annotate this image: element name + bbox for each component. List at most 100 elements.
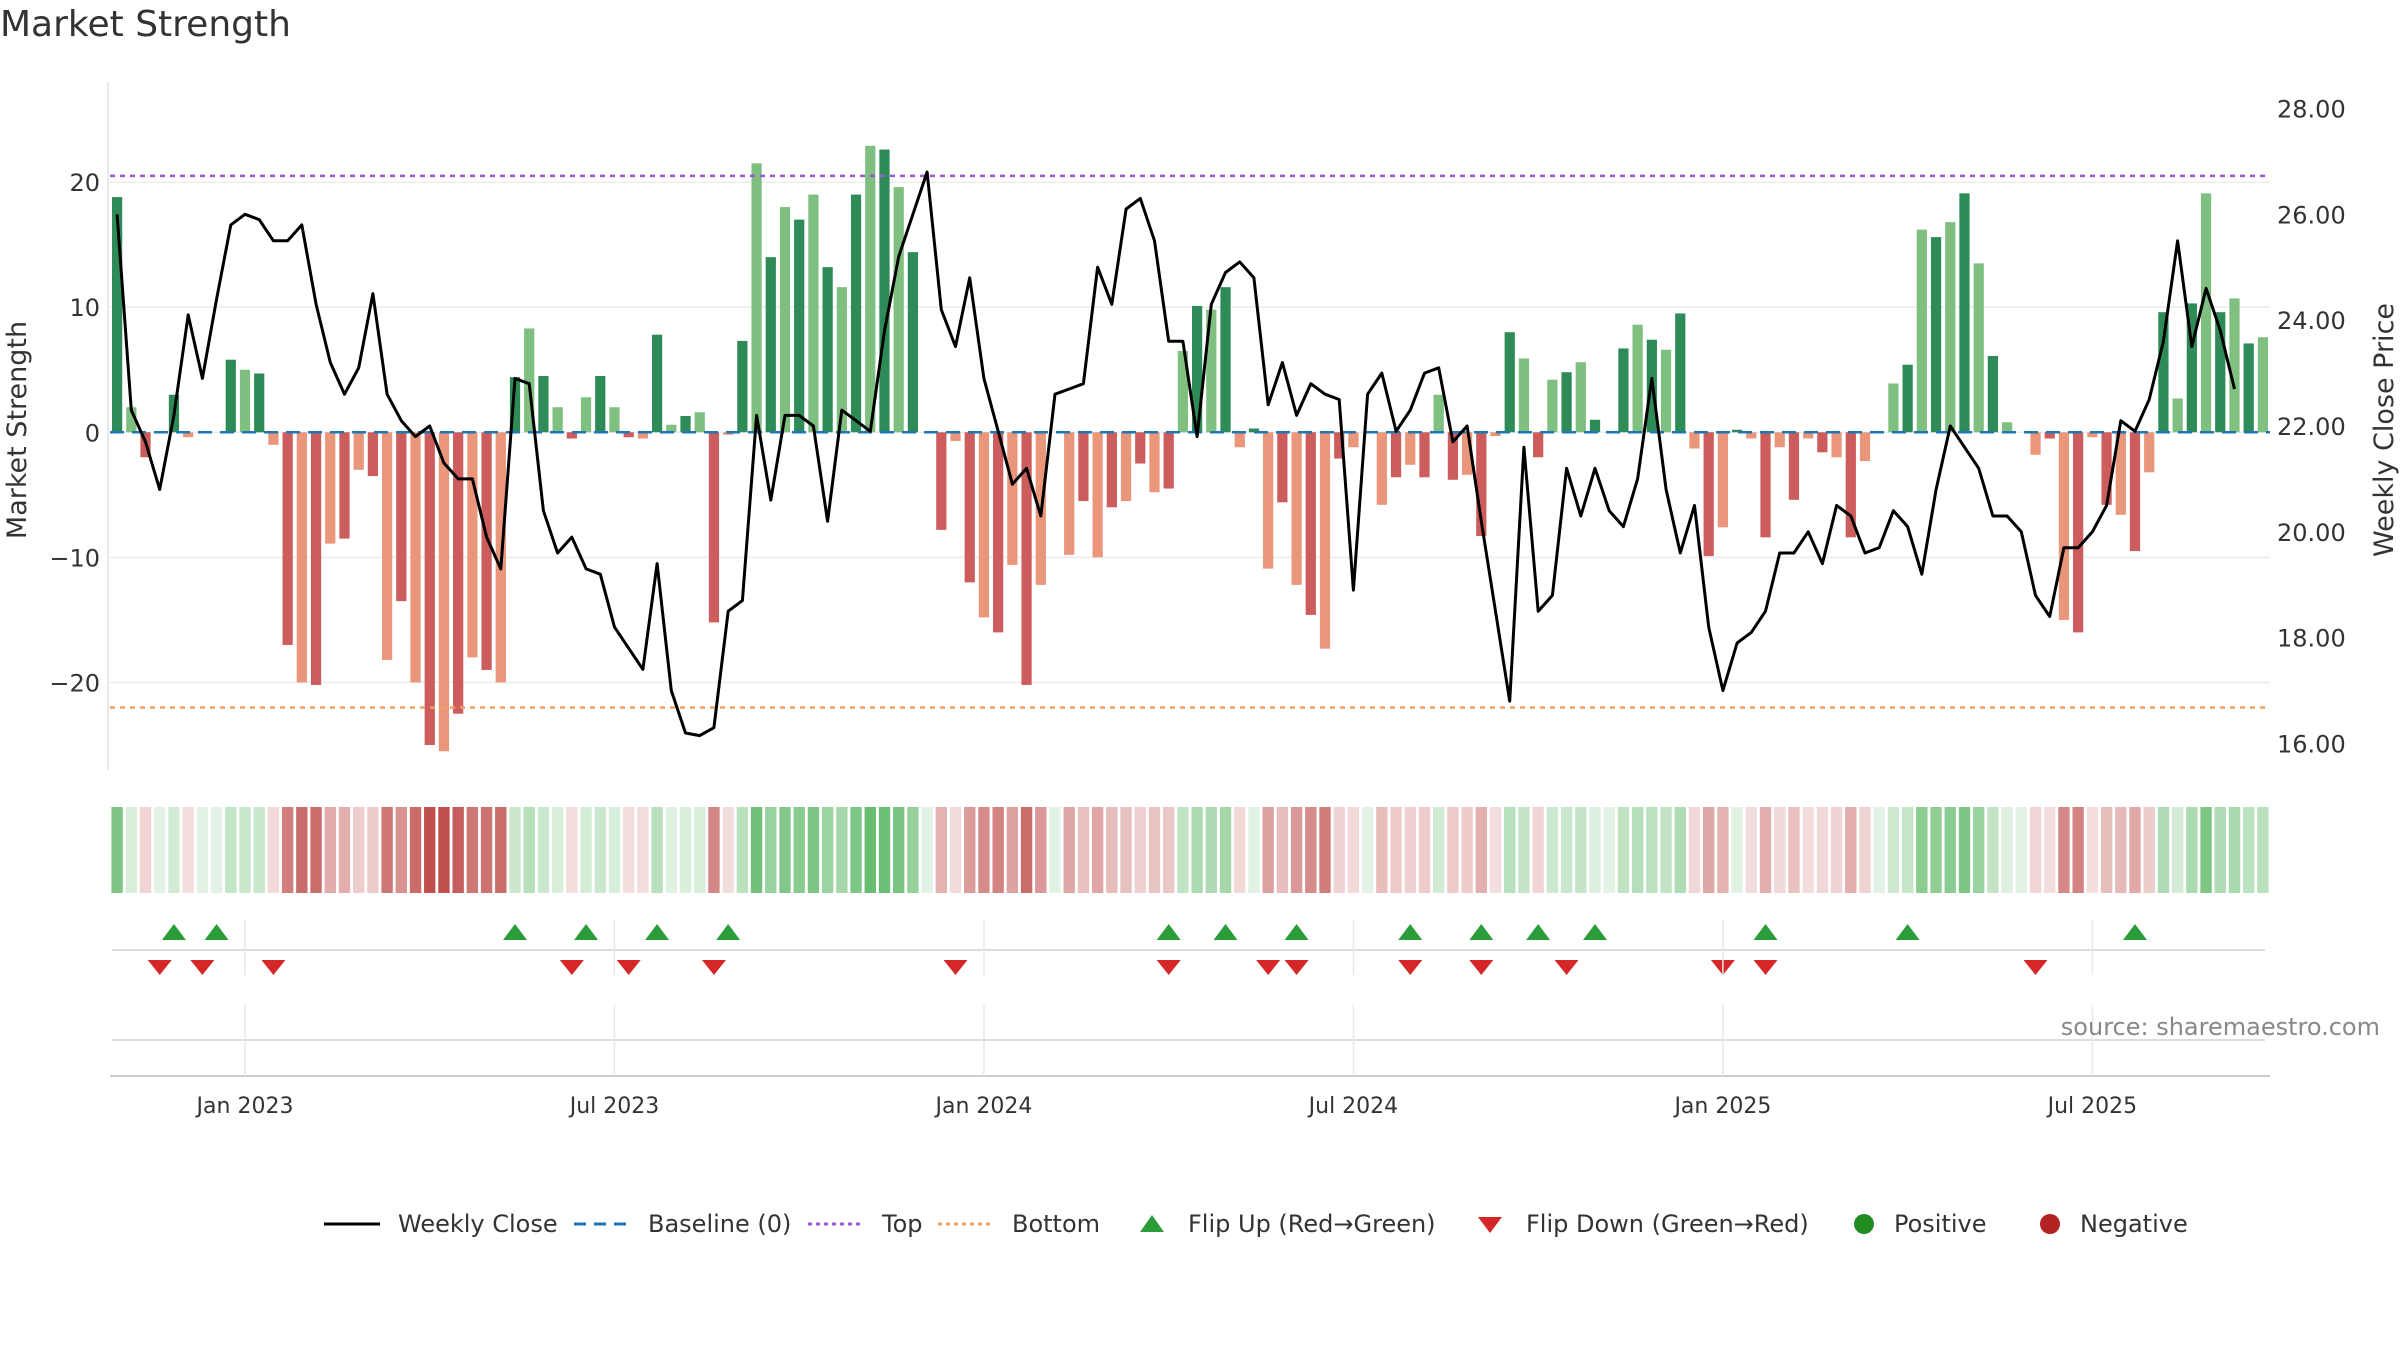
heat-cell <box>1518 807 1530 893</box>
strength-bar <box>1277 432 1288 503</box>
heat-cell <box>1276 807 1289 893</box>
heat-cell <box>2129 807 2141 893</box>
strength-bar <box>2101 432 2112 505</box>
strength-bar <box>1703 432 1714 557</box>
strength-bar <box>1461 432 1473 475</box>
heat-cell <box>807 807 820 893</box>
heat-cell <box>1305 807 1317 893</box>
flip-down-marker <box>701 960 726 975</box>
heat-cell <box>1816 807 1829 893</box>
strength-bar <box>723 432 734 435</box>
strength-bar <box>865 145 876 433</box>
strength-bar <box>1731 429 1743 433</box>
heat-cell <box>679 807 692 893</box>
heat-cell <box>1063 807 1075 893</box>
strength-bar <box>225 359 236 433</box>
strength-bar <box>1064 432 1075 555</box>
heat-cell <box>210 807 223 893</box>
strength-bar <box>1547 379 1558 433</box>
heat-cell <box>1447 807 1459 893</box>
strength-bar <box>2215 312 2226 433</box>
strength-bar <box>2158 312 2169 433</box>
heat-cell <box>708 807 720 893</box>
heat-cell <box>2100 807 2113 893</box>
strength-bar <box>1490 432 1501 437</box>
heat-cell <box>821 807 834 893</box>
heat-cell <box>1887 807 1900 893</box>
x-tick-label: Jan 2023 <box>195 1094 294 1119</box>
strength-bar <box>310 432 322 685</box>
green-dot-icon <box>1854 1214 1874 1234</box>
heat-cell <box>1575 807 1587 893</box>
strength-bar <box>779 207 791 433</box>
strength-bar <box>1803 432 1814 439</box>
flip-up-marker <box>1284 924 1309 940</box>
strength-bar <box>1191 305 1203 433</box>
strength-bar <box>126 407 137 433</box>
y2-tick-label: 20.00 <box>2277 519 2346 547</box>
strength-bar <box>481 432 492 670</box>
strength-bar <box>296 432 307 683</box>
heat-cell <box>608 807 621 893</box>
strength-bar <box>1419 432 1430 478</box>
legend-label: Top <box>882 1210 923 1238</box>
strength-bar <box>566 432 577 439</box>
flip-up-marker <box>716 924 741 940</box>
flip-down-marker <box>1256 960 1281 975</box>
heat-cell <box>1006 807 1019 893</box>
y2-tick-label: 28.00 <box>2277 95 2346 123</box>
heat-cell <box>1717 807 1729 893</box>
heat-cell <box>779 807 791 893</box>
strength-bar <box>1376 432 1387 505</box>
heat-cell <box>1660 807 1672 893</box>
strength-bars <box>111 145 2269 752</box>
strength-bar <box>694 412 705 433</box>
flip-down-marker <box>261 960 286 975</box>
flip-up-marker <box>645 924 670 940</box>
strength-bar <box>1120 432 1132 502</box>
heat-cell <box>1901 807 1914 893</box>
legend-label: Positive <box>1894 1210 1987 1238</box>
strength-bar <box>1845 432 1856 538</box>
heat-cell <box>1219 807 1232 893</box>
strength-bar <box>950 432 961 442</box>
flip-up-marker <box>1156 924 1181 940</box>
strength-bar <box>964 432 975 583</box>
heat-cell <box>367 807 379 893</box>
strength-bar <box>1334 432 1345 459</box>
strength-bar <box>183 432 194 438</box>
heat-cell <box>1234 807 1246 893</box>
heat-cell <box>1205 807 1217 893</box>
strength-bar <box>879 149 890 433</box>
heat-cell <box>1489 807 1502 893</box>
heat-cell <box>1631 807 1644 893</box>
heat-cell <box>495 807 507 893</box>
strength-bar <box>453 432 464 714</box>
heat-cell <box>2157 807 2170 893</box>
heat-cell <box>338 807 351 893</box>
heat-cell <box>1759 807 1772 893</box>
flip-up-marker <box>1469 924 1494 940</box>
strength-bar <box>850 194 862 433</box>
heat-cell <box>580 807 592 893</box>
strength-bar <box>1078 432 1089 502</box>
heat-cell <box>1319 807 1331 893</box>
flip-up-marker <box>1753 924 1778 940</box>
heat-cell <box>1418 807 1431 893</box>
strength-bar <box>765 257 776 433</box>
y-tick-label: 20 <box>69 169 100 197</box>
heat-cell <box>267 807 280 893</box>
heat-cell <box>1290 807 1303 893</box>
strength-bar <box>1234 432 1245 448</box>
flip-up-marker <box>1895 924 1920 940</box>
flip-up-marker <box>1526 924 1551 940</box>
strength-bar <box>282 432 293 645</box>
y2-tick-label: 24.00 <box>2277 307 2346 335</box>
heat-cell <box>850 807 862 893</box>
strength-bar <box>1817 432 1828 453</box>
strength-bar <box>680 415 691 433</box>
heat-cell <box>1560 807 1573 893</box>
strength-bar <box>1774 432 1785 448</box>
flip-down-marker <box>147 960 172 975</box>
flip-down-marker <box>559 960 584 975</box>
